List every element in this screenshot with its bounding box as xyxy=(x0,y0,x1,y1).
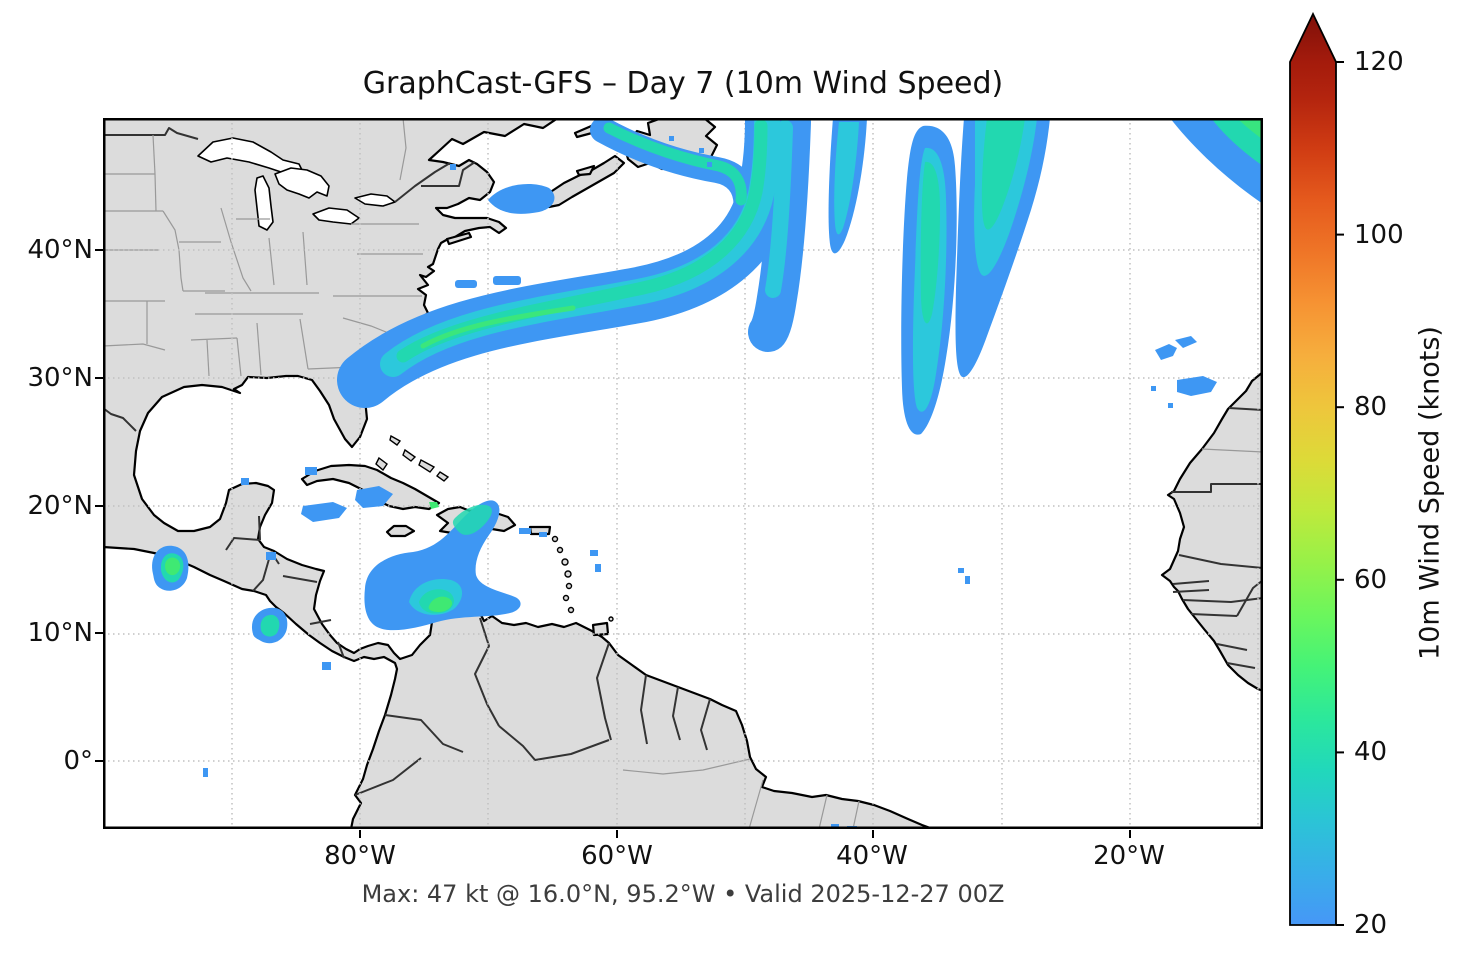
colorbar-tick-label: 120 xyxy=(1354,47,1404,77)
prince-edward-island xyxy=(575,164,596,177)
long-island xyxy=(445,231,473,246)
colorbar-ticks xyxy=(1336,61,1344,926)
lake-michigan xyxy=(254,175,274,231)
lake-erie xyxy=(312,207,360,225)
lake-huron xyxy=(274,167,330,199)
colorbar-tick-label: 40 xyxy=(1354,737,1388,767)
africa xyxy=(1160,370,1265,693)
great-lakes xyxy=(197,137,396,231)
page-title: GraphCast-GFS – Day 7 (10m Wind Speed) xyxy=(362,66,1004,101)
x-tick xyxy=(872,830,874,838)
state-borders xyxy=(102,117,1264,830)
colorbar-tick-label: 100 xyxy=(1354,220,1404,250)
x-tick-label: 60°W xyxy=(581,841,653,871)
y-tick-label: 30°N xyxy=(27,363,93,393)
map-plot xyxy=(101,92,1265,831)
y-tick-label: 10°N xyxy=(27,618,93,648)
x-tick-label: 40°W xyxy=(836,841,908,871)
lake-superior xyxy=(197,137,304,175)
x-tick-label: 80°W xyxy=(324,841,396,871)
y-tick xyxy=(95,377,103,379)
x-tick xyxy=(616,830,618,838)
nova-scotia xyxy=(542,154,626,209)
colorbar-tick-label: 60 xyxy=(1354,565,1388,595)
subtitle-caption: Max: 47 kt @ 16.0°N, 95.2°W • Valid 2025… xyxy=(361,880,1005,908)
y-tick-label: 0° xyxy=(63,746,93,776)
colorbar-tick-label: 80 xyxy=(1354,392,1388,422)
wind-field xyxy=(152,92,1263,829)
country-borders xyxy=(102,127,1264,796)
x-tick-label: 20°W xyxy=(1093,841,1165,871)
y-tick-label: 20°N xyxy=(27,491,93,521)
y-tick xyxy=(95,760,103,762)
colorbar-gradient-bar xyxy=(1289,12,1337,926)
gridlines xyxy=(103,118,1263,829)
x-tick xyxy=(1129,830,1131,838)
colorbar xyxy=(1289,12,1344,926)
trinidad xyxy=(591,621,610,637)
land-layer xyxy=(101,116,1265,831)
y-tick-label: 40°N xyxy=(27,235,93,265)
y-tick xyxy=(95,249,103,251)
x-tick xyxy=(359,830,361,838)
colorbar-axis-label: 10m Wind Speed (knots) xyxy=(1414,326,1446,660)
americas-landmass xyxy=(101,116,935,831)
small-islands xyxy=(375,434,614,622)
colorbar-tick-label: 20 xyxy=(1354,910,1388,940)
plot-frame xyxy=(103,118,1263,829)
y-tick xyxy=(95,632,103,634)
jamaica xyxy=(385,524,416,538)
y-tick xyxy=(95,505,103,507)
map-svg xyxy=(101,92,1265,831)
